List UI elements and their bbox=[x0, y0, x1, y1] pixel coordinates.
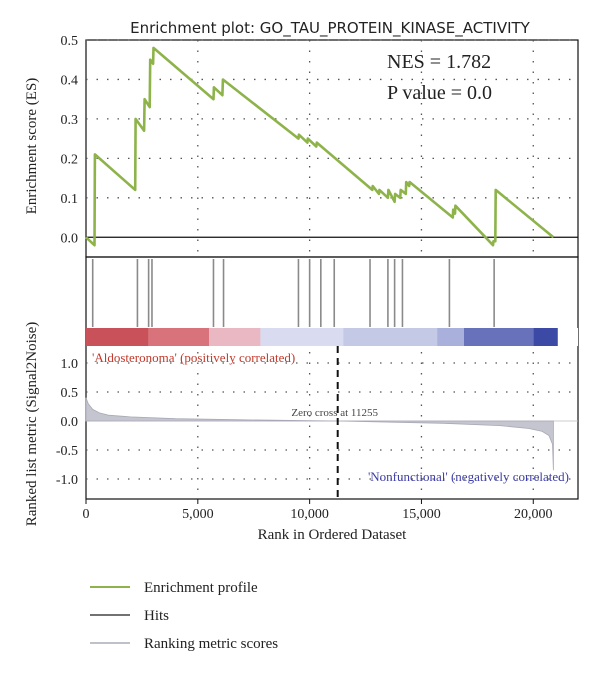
es-panel: 0.0 0.1 0.2 0.3 0.4 0.5 Enrichment score (ES)… bbox=[24, 34, 579, 258]
heat-strip-segment bbox=[437, 328, 464, 346]
zero-cross-label: Zero cross at 11255 bbox=[291, 407, 378, 419]
rank-y-tick-label: -1.0 bbox=[56, 473, 78, 488]
negative-correlation-label: 'Nonfunctional' (negatively correlated) bbox=[368, 469, 569, 484]
heat-strip-segment bbox=[557, 328, 578, 346]
heat-strip bbox=[86, 328, 578, 346]
enrichment-profile-line bbox=[85, 46, 555, 247]
es-y-tick-label: 0.0 bbox=[61, 231, 79, 246]
positive-correlation-label: 'Aldosteronoma' (positively correlated) bbox=[92, 350, 295, 365]
es-panel-frame bbox=[85, 39, 579, 258]
x-tick-label: 10,000 bbox=[290, 507, 329, 522]
hit-lines bbox=[91, 259, 495, 327]
es-y-tick-label: 0.3 bbox=[61, 113, 79, 128]
rank-y-axis-label: Ranked list metric (Signal2Noise) bbox=[24, 322, 40, 527]
x-axis: 0 5,000 10,000 15,000 20,000 bbox=[83, 499, 553, 522]
es-y-axis-label: Enrichment score (ES) bbox=[24, 78, 40, 215]
heat-strip-segment bbox=[463, 328, 534, 346]
es-gridlines bbox=[86, 39, 578, 257]
x-tick-label: 0 bbox=[83, 507, 90, 522]
chart-title: Enrichment plot: GO_TAU_PROTEIN_KINASE_A… bbox=[130, 19, 531, 38]
legend: Enrichment profile Hits Ranking metric s… bbox=[90, 580, 278, 652]
x-axis-label: Rank in Ordered Dataset bbox=[258, 527, 408, 543]
heat-strip-segment bbox=[86, 328, 149, 346]
es-y-tick-label: 0.1 bbox=[61, 192, 79, 207]
rank-y-tick-label: 0.0 bbox=[61, 415, 79, 430]
legend-label-hits: Hits bbox=[144, 608, 169, 624]
x-tick-label: 5,000 bbox=[182, 507, 214, 522]
legend-label-ranking-metric-scores: Ranking metric scores bbox=[144, 636, 278, 652]
ranking-metric-area bbox=[85, 346, 554, 499]
legend-label-enrichment-profile: Enrichment profile bbox=[144, 580, 258, 596]
x-tick-label: 20,000 bbox=[514, 507, 553, 522]
es-y-tick-label: 0.2 bbox=[61, 152, 79, 167]
heat-strip-segment bbox=[533, 328, 558, 346]
es-y-tick-label: 0.4 bbox=[61, 73, 79, 88]
es-y-tick-labels: 0.0 0.1 0.2 0.3 0.4 0.5 bbox=[61, 34, 79, 246]
pvalue-annotation: P value = 0.0 bbox=[387, 82, 492, 104]
heat-strip-segment bbox=[343, 328, 438, 346]
heat-strip-segment bbox=[148, 328, 209, 346]
rank-panel: -1.0 -0.5 0.0 0.5 1.0 Zero cross at 11255 'A… bbox=[24, 256, 579, 527]
rank-panel-frame bbox=[85, 256, 579, 500]
heat-strip-segment bbox=[209, 328, 261, 346]
heat-strip-segment bbox=[260, 328, 344, 346]
nes-annotation: NES = 1.782 bbox=[387, 51, 491, 73]
es-curve-group bbox=[85, 46, 555, 247]
rank-y-tick-label: 1.0 bbox=[61, 357, 79, 372]
rank-y-tick-labels: -1.0 -0.5 0.0 0.5 1.0 bbox=[56, 357, 78, 488]
rank-y-tick-label: -0.5 bbox=[56, 444, 78, 459]
rank-y-tick-label: 0.5 bbox=[61, 386, 79, 401]
es-y-tick-label: 0.5 bbox=[61, 34, 79, 49]
x-tick-label: 15,000 bbox=[402, 507, 441, 522]
